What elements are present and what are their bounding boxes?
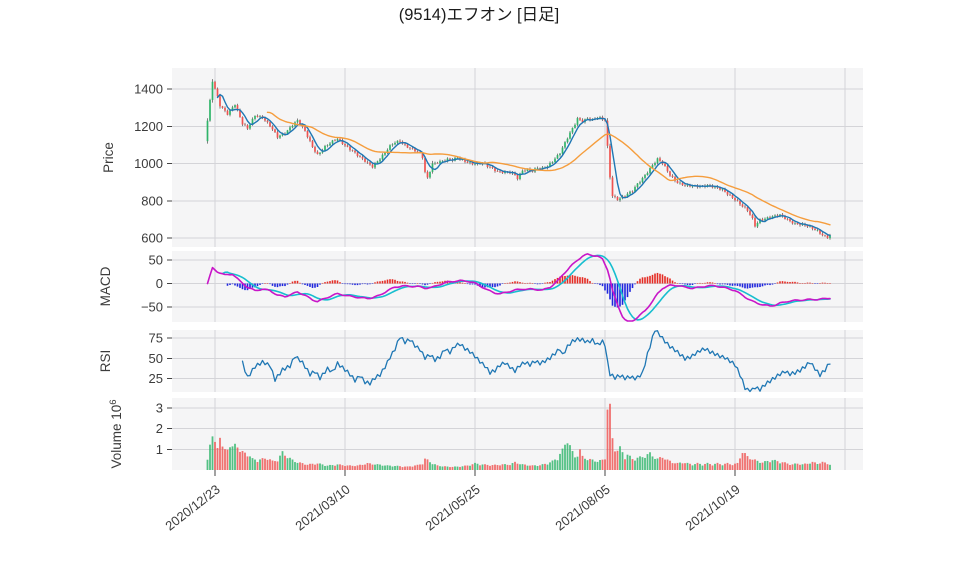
y-tick-label: 75 [149, 331, 163, 346]
rsi-series [241, 330, 831, 393]
x-tick-label: 2021/08/05 [552, 482, 613, 534]
y-tick-label: 1 [156, 442, 163, 457]
y-tick-label: 1200 [134, 119, 163, 134]
x-tick-label: 2021/03/10 [292, 482, 353, 534]
chart-title: (9514)エフオン [日足] [399, 6, 559, 24]
volume-axis-label: Volume 106 [108, 399, 124, 468]
y-tick-label: 3 [156, 400, 163, 415]
macd-axis-label: MACD [98, 266, 113, 306]
y-tick-label: −50 [141, 300, 163, 315]
x-tick-label: 2021/05/25 [422, 482, 483, 534]
price-panel: 600 800 1000 1200 1400 [134, 68, 863, 247]
rsi-panel: 25 50 75 [149, 330, 863, 392]
rsi-gridlines [172, 330, 863, 392]
ma-long-line [266, 111, 831, 226]
y-tick-label: 800 [141, 193, 163, 208]
volume-bars [206, 403, 831, 470]
y-tick-label: 1400 [134, 82, 163, 97]
y-tick-label: 50 [149, 351, 163, 366]
vol-gridlines [172, 398, 863, 470]
rsi-line [241, 330, 831, 393]
y-tick-label: 25 [149, 371, 163, 386]
x-axis: 2020/12/23 2021/03/10 2021/05/25 2021/08/05… [162, 470, 743, 533]
y-tick-label: 2 [156, 421, 163, 436]
y-tick-label: 600 [141, 231, 163, 246]
rsi-axis-label: RSI [98, 350, 113, 373]
macd-line [206, 253, 831, 322]
ma-short-line [216, 93, 831, 237]
y-tick-label: 0 [156, 276, 163, 291]
panels-layer: 600 800 1000 1200 1400 −50 0 50 25 50 75 1 2 3 2020/12… [98, 68, 863, 533]
candlestick-series [206, 79, 831, 240]
x-tick-label: 2020/12/23 [162, 482, 223, 534]
price-axis-label: Price [101, 142, 116, 173]
y-tick-label: 1000 [134, 156, 163, 171]
x-tick-label: 2021/10/19 [682, 482, 743, 534]
macd-series [206, 253, 831, 322]
price-gridlines [172, 68, 863, 247]
y-tick-label: 50 [149, 253, 163, 268]
